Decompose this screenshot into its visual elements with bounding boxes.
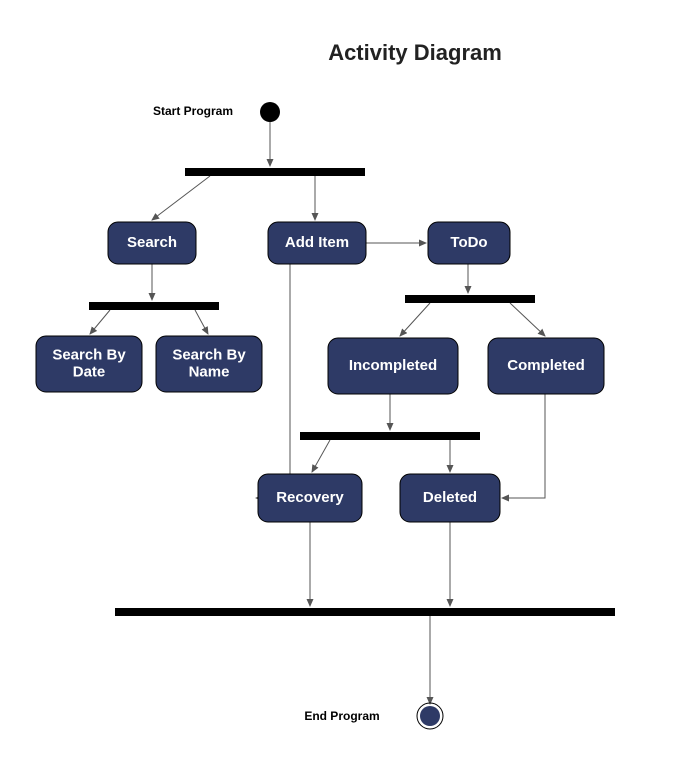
sync-bar-bar3 <box>405 295 535 303</box>
svg-text:Search: Search <box>127 234 177 251</box>
sync-bar-bar2 <box>89 302 219 310</box>
edge-bar1-L <box>152 176 210 220</box>
start-label: Start Program <box>153 104 233 118</box>
svg-text:Incompleted: Incompleted <box>349 357 437 374</box>
diagram-title: Activity Diagram <box>328 40 502 65</box>
svg-text:Date: Date <box>73 364 106 381</box>
svg-text:Deleted: Deleted <box>423 489 477 506</box>
end-label: End Program <box>304 709 379 723</box>
svg-text:ToDo: ToDo <box>450 234 487 251</box>
svg-text:Add Item: Add Item <box>285 234 349 251</box>
edge-bar3-R <box>510 303 545 336</box>
svg-text:Completed: Completed <box>507 357 585 374</box>
edge-bar2-R <box>195 310 208 334</box>
end-node <box>420 706 440 726</box>
start-node <box>260 102 280 122</box>
svg-text:Name: Name <box>189 364 230 381</box>
sync-bar-bar1 <box>185 168 365 176</box>
edge-bar3-L <box>400 303 430 336</box>
svg-text:Recovery: Recovery <box>276 489 344 506</box>
sync-bar-bar4 <box>300 432 480 440</box>
svg-text:Search By: Search By <box>52 346 126 363</box>
edge-completed <box>502 394 545 498</box>
edge-bar4-L <box>312 440 330 472</box>
svg-text:Search By: Search By <box>172 346 246 363</box>
activity-diagram: Activity Diagram Start Program Search Add I… <box>0 0 682 784</box>
sync-bar-bar5 <box>115 608 615 616</box>
edge-bar2-L <box>90 310 110 334</box>
